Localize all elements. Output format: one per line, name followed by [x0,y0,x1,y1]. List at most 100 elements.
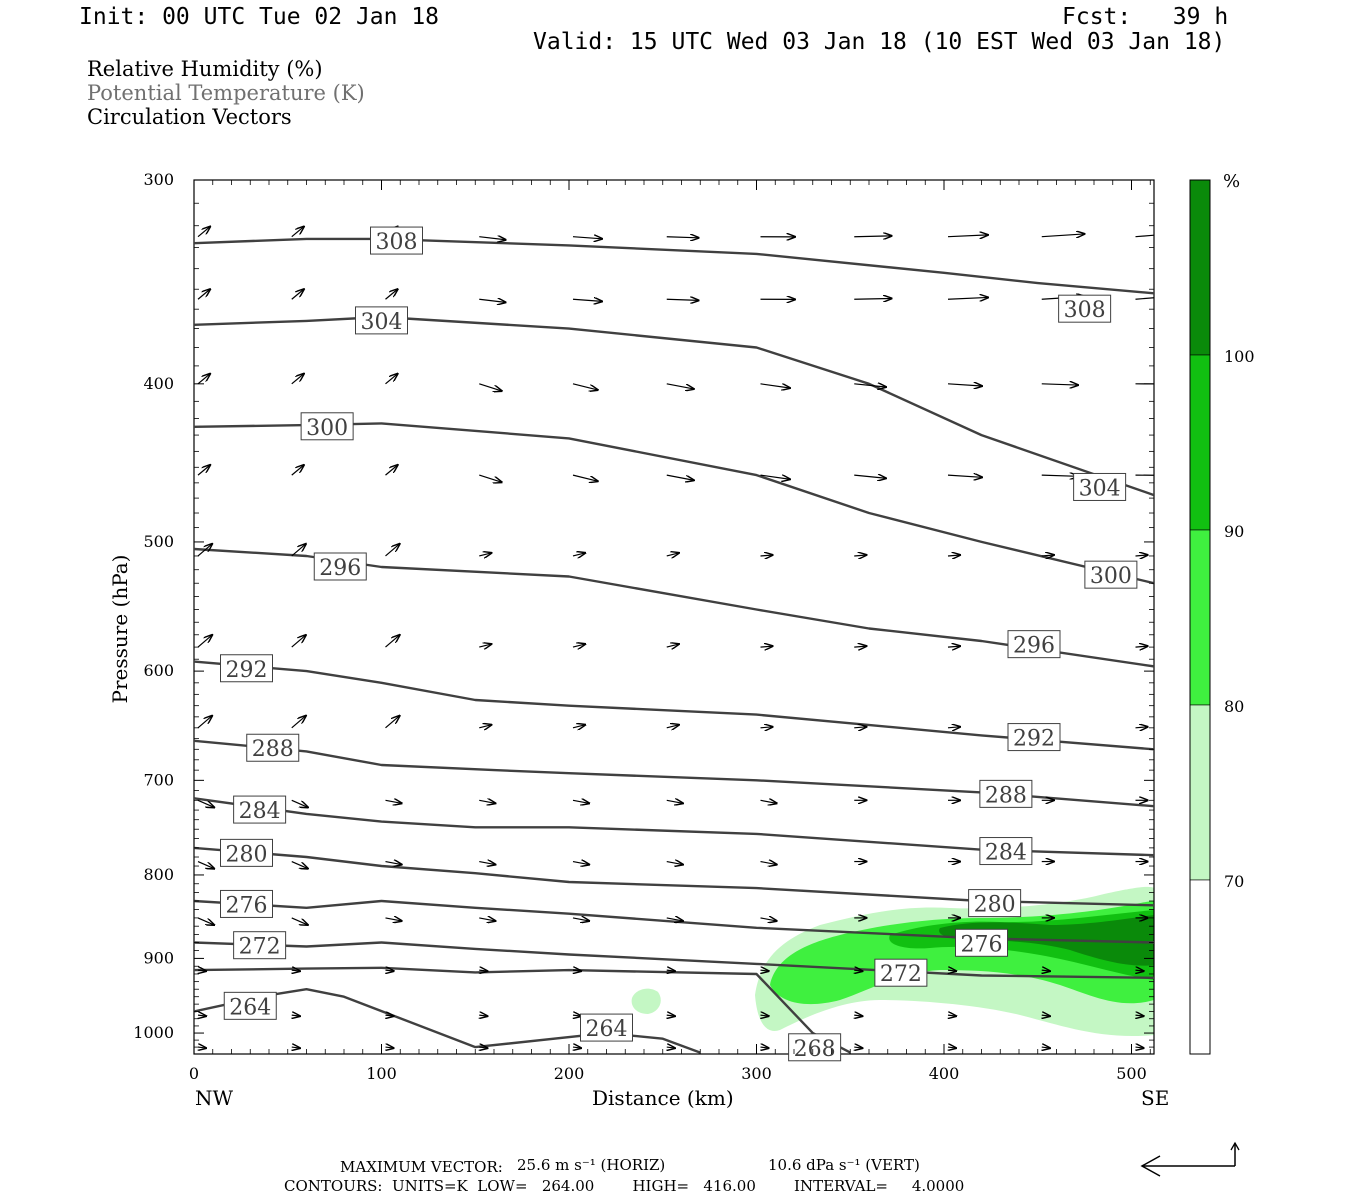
circulation-vector [291,635,306,648]
max-vector-vert: 10.6 dPa s⁻¹ (VERT) [768,1156,920,1174]
max-vector-label: MAXIMUM VECTOR: [340,1158,503,1176]
circulation-vector [1135,555,1148,556]
circulation-vector [761,970,769,971]
svg-text:280: 280 [226,842,268,867]
circulation-vector [197,227,210,238]
circulation-vector [760,727,773,728]
circulation-vector [291,860,308,869]
circulation-vector [386,1015,394,1016]
circulation-vector [292,970,300,971]
colorbar-frame [1189,179,1211,1055]
circulation-vector [385,800,402,803]
contour-labels: 308 308 304 304 300 300 296 296 292 292 288 288 284 2… [220,226,1138,1062]
y-tick-label: 1000 [133,1023,174,1042]
init-time: Init: 00 UTC Tue 02 Jan 18 [79,4,440,30]
colorbar-segment [1189,529,1211,706]
circulation-vector [479,237,505,240]
circulation-vector [479,862,495,865]
circulation-vector [479,299,505,302]
circulation-vector [760,800,777,803]
svg-text:280: 280 [974,893,1016,918]
forecast-hour: Fcst: 39 h [1062,4,1229,30]
svg-text:308: 308 [1064,298,1106,323]
circulation-vector [947,384,982,386]
y-tick-label: 300 [143,170,174,189]
y-tick-label: 900 [143,948,174,967]
svg-text:284: 284 [985,841,1027,866]
theta-label-296: 296 [1007,630,1061,659]
circulation-vector [572,553,585,556]
plot-frame [193,179,1155,1055]
circulation-vector [291,289,304,300]
theta-label-288: 288 [979,779,1033,808]
circulation-vector [385,465,398,476]
circulation-vector [291,799,308,807]
circulation-vector [197,465,210,476]
y-tick-label: 600 [143,661,174,680]
svg-text:288: 288 [252,737,294,762]
circulation-vector [479,644,491,647]
circulation-vector [385,374,398,385]
circulation-vector [572,299,602,301]
circulation-vector [572,237,602,239]
svg-text:300: 300 [306,416,348,441]
circulation-vector [386,1047,394,1048]
circulation-vector [854,1015,862,1016]
circulation-vector [666,644,679,647]
reference-vector-icon [1140,1141,1240,1177]
x-axis-left-label: NW [195,1086,234,1110]
circulation-vector [479,553,491,556]
svg-text:288: 288 [985,783,1027,808]
colorbar-segment [1189,354,1211,531]
theta-contour-304 [194,315,1154,497]
circulation-vector [948,1047,956,1048]
circulation-vector [667,1015,675,1016]
circulation-vector [573,1047,581,1048]
circulation-vector [1042,1015,1050,1016]
circulation-vector [761,1047,769,1048]
circulation-vector [197,374,210,385]
theta-label-296: 296 [313,552,367,581]
theta-label-272: 272 [874,958,928,987]
circulation-vector [385,635,400,648]
theta-label-284: 284 [979,837,1033,866]
circulation-vector [385,716,400,729]
svg-text:304: 304 [361,310,403,335]
theta-label-300: 300 [1084,560,1138,589]
x-tick-label: 300 [741,1064,772,1083]
y-tick-label: 400 [143,374,174,393]
circulation-vector [760,555,773,556]
theta-contour-308 [194,237,1154,295]
circulation-vector [854,555,866,556]
theta-label-280: 280 [220,838,273,867]
svg-text:264: 264 [229,995,271,1020]
valid-time: Valid: 15 UTC Wed 03 Jan 18 (10 EST Wed … [533,29,1226,55]
theta-label-288: 288 [246,733,300,762]
potential-temperature-contours [194,237,1154,1054]
theta-label-284: 284 [233,795,287,824]
circulation-vector [1135,234,1154,238]
circulation-vector [572,918,589,921]
colorbar-label: 70 [1224,872,1244,891]
circulation-vector [947,646,960,647]
x-tick-label: 200 [554,1064,585,1083]
circulation-vector [948,1015,956,1016]
theta-label-292: 292 [220,654,273,683]
axes: 300 400 500 600 700 800 900 1000 0 100 200 300 400 50… [133,170,1154,1083]
theta-label-292: 292 [1007,723,1061,752]
circulation-vector [572,862,589,865]
svg-text:300: 300 [1090,564,1132,589]
theta-label-300: 300 [300,412,354,441]
colorbar-label: 90 [1224,522,1244,541]
circulation-vector [479,383,501,391]
circulation-vector [1135,297,1154,300]
circulation-vector [947,555,960,556]
colorbar-label: 100 [1224,347,1255,366]
circulation-vector [1041,234,1085,237]
circulation-vector [666,918,683,921]
circulation-vector [479,918,495,921]
circulation-vector [292,1015,300,1016]
theta-contour-272 [194,941,1154,979]
circulation-vector [666,299,699,300]
